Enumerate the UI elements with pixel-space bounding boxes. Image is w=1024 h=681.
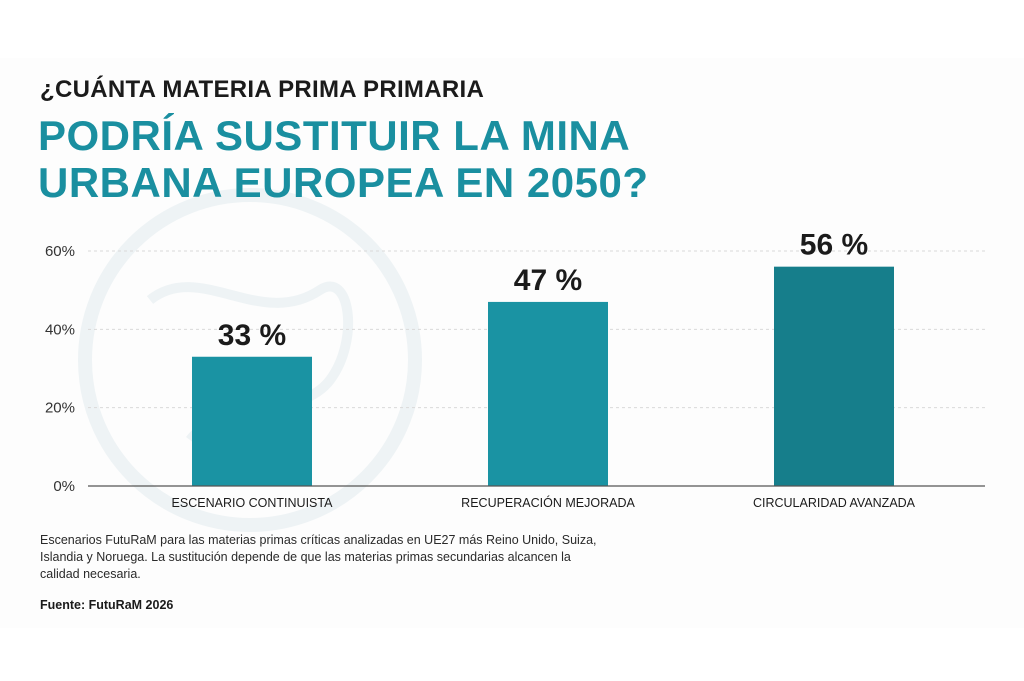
x-category-label: CIRCULARIDAD AVANZADA (753, 496, 916, 510)
x-category-label: ESCENARIO CONTINUISTA (172, 496, 334, 510)
bar-value-label: 56 % (800, 229, 868, 262)
chart-title-main: PODRÍA SUSTITUIR LA MINA URBANA EUROPEA … (38, 112, 738, 206)
chart-source: Fuente: FutuRaM 2026 (40, 598, 174, 612)
x-axis-categories: ESCENARIO CONTINUISTA RECUPERACIÓN MEJORA… (172, 495, 916, 510)
y-tick-label: 60% (45, 243, 75, 260)
bar (488, 301, 608, 486)
y-tick-label: 0% (53, 478, 75, 495)
bar (774, 266, 894, 486)
watermark-ring (78, 188, 422, 532)
bars (192, 266, 894, 486)
chart-note: Escenarios FutuRaM para las materias pri… (40, 533, 597, 581)
x-category-label: RECUPERACIÓN MEJORADA (461, 495, 635, 510)
y-tick-label: 40% (45, 321, 75, 338)
bar (192, 356, 312, 486)
bar-value-label: 47 % (514, 264, 582, 297)
y-axis-ticks: 0% 20% 40% 60% (45, 243, 75, 495)
chart-title-line2a: PODRÍA SUSTITUIR LA MINA (38, 112, 631, 159)
y-tick-label: 20% (45, 400, 75, 417)
bar-value-label: 33 % (218, 319, 286, 352)
chart-title-line2b: URBANA EUROPEA EN 2050? (38, 159, 649, 206)
chart-title-line1: ¿CUÁNTA MATERIA PRIMA PRIMARIA (40, 76, 485, 103)
data-labels: 33 % 47 % 56 % (218, 229, 868, 352)
